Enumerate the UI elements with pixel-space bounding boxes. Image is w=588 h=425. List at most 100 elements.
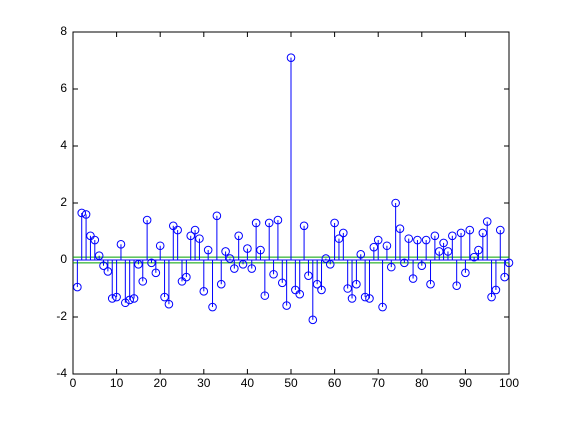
stem-marker [334,234,344,243]
stem-marker [129,294,139,303]
stem-marker [142,215,152,225]
stem-marker [77,208,87,218]
stem-marker [177,277,187,286]
stem-marker [121,298,130,308]
x-tick-label: 60 [328,376,342,390]
y-tick-label: -2 [56,309,67,323]
x-tick-label: 10 [110,376,124,390]
stem-marker [199,287,209,296]
stem-marker [312,279,322,289]
x-tick-label: 40 [241,376,255,390]
stem-marker [500,272,509,282]
stem-marker [417,261,427,271]
stem-marker [421,235,431,245]
stem-marker [203,245,213,255]
stem-marker [182,272,191,282]
stem-marker [112,292,121,302]
stem-marker [234,231,243,241]
stem-marker [465,225,475,235]
stem-marker [243,244,252,253]
stem-marker [330,218,339,228]
stem-marker [264,218,274,228]
stem-marker [378,302,387,312]
y-tick-label: 6 [60,81,67,95]
stem-marker [247,264,257,273]
stem-marker [125,295,134,305]
stem-marker [168,221,178,231]
stem-marker [160,292,169,302]
y-tick-label: 8 [60,24,67,38]
stem-marker [134,259,143,269]
stem-marker [99,261,108,271]
stem-marker [282,301,291,310]
stem-marker [291,285,300,295]
stem-marker [208,302,217,312]
stem-marker [151,268,161,278]
stem-marker [260,291,270,300]
x-tick-label: 80 [415,376,429,390]
stem-marker [147,258,156,268]
stem-marker [251,218,261,228]
stem-marker [495,225,505,235]
stem-marker [304,271,313,280]
stem-marker [478,228,488,238]
stem-marker [216,279,226,289]
stem-marker [295,289,305,299]
stem-marker [81,210,91,219]
stem-marker [277,278,287,288]
stem-marker [439,238,448,248]
stem-marker [339,228,348,238]
stem-marker [391,198,400,208]
stem-marker [94,251,104,261]
stem-marker [107,294,117,303]
stem-marker [164,299,174,309]
stem-marker [347,294,357,303]
stem-marker [360,292,370,302]
x-tick-label: 20 [154,376,168,390]
stem-marker [487,292,496,302]
stem-marker [212,211,222,221]
stem-marker [365,294,374,303]
stem-marker [382,241,392,251]
stem-marker [430,231,440,241]
stem-marker [230,264,239,273]
stem-marker [443,247,453,256]
stem-marker [413,235,422,245]
stem-marker [352,279,361,289]
stem-marker [221,247,230,256]
stem-marker [256,245,265,255]
stem-marker [491,285,501,295]
stem-marker [426,279,435,289]
x-tick-label: 30 [197,376,211,390]
stem-marker [273,215,283,225]
stem-marker [325,259,335,269]
x-tick-label: 70 [372,376,386,390]
stem-marker [461,268,470,278]
y-tick-label: 2 [60,195,67,209]
stem-marker [238,259,248,269]
x-tick-label: 50 [284,376,298,390]
stem-marker [482,217,492,226]
stem-marker [186,231,196,241]
stem-marker [456,228,466,238]
stem-marker [269,269,278,279]
stem-marker [195,234,204,243]
stem-marker [408,274,418,283]
stem-marker [373,235,383,245]
y-tick-label: -4 [56,366,67,380]
stem-marker [173,225,182,235]
stem-marker [308,315,318,325]
x-tick-label: 90 [459,376,473,390]
stem-marker [103,267,113,276]
stem-marker [452,281,461,290]
stem-marker [299,221,309,231]
x-tick-label: 100 [499,376,519,390]
stem-marker [469,252,479,262]
stem-marker [434,247,444,256]
stem-marker [317,285,326,295]
stem-marker [90,235,100,245]
stem-marker [356,250,366,259]
stem-marker [343,284,352,293]
stem-marker [73,282,82,292]
